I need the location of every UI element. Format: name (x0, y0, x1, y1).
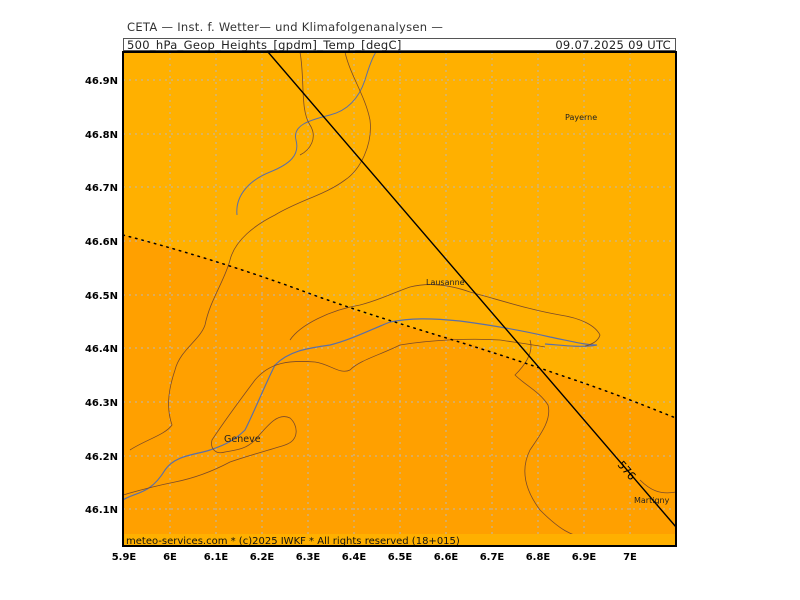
lon-tick: 6.7E (480, 552, 505, 563)
border-north (299, 52, 314, 156)
city-martigny: Martigny (634, 496, 670, 505)
lat-axis: 46.9N 46.8N 46.7N 46.6N 46.5N 46.4N 46.3… (85, 76, 118, 516)
lon-tick: 6.5E (388, 552, 413, 563)
isotherm-line (123, 234, 676, 419)
contour-line-576 (267, 52, 676, 528)
copyright-text: meteo-services.com * (c)2025 IWKF * All … (126, 536, 460, 547)
graticule (123, 52, 676, 546)
lat-tick: 46.1N (85, 505, 118, 516)
lon-tick: 6.2E (250, 552, 275, 563)
river-north (236, 52, 377, 216)
lon-tick: 6.8E (526, 552, 551, 563)
cool-region (123, 235, 676, 546)
lon-tick: 5.9E (112, 552, 137, 563)
lake-shore-south (123, 338, 546, 496)
lon-tick: 7E (623, 552, 637, 563)
lat-tick: 46.9N (85, 76, 118, 87)
lon-axis: 5.9E 6E 6.1E 6.2E 6.3E 6.4E 6.5E 6.6E 6.… (112, 552, 637, 563)
cities: Payerne Lausanne Geneve Martigny (224, 113, 670, 505)
copyright-bar (123, 534, 676, 546)
lon-tick: 6E (163, 552, 177, 563)
border-vaud (289, 284, 601, 347)
lon-tick: 6.3E (296, 552, 321, 563)
lat-tick: 46.8N (85, 130, 118, 141)
lon-tick: 6.6E (434, 552, 459, 563)
lat-tick: 46.4N (85, 344, 118, 355)
lon-tick: 6.9E (572, 552, 597, 563)
lat-tick: 46.6N (85, 237, 118, 248)
city-geneve: Geneve (224, 434, 261, 445)
valid-time: 09.07.2025 09 UTC (555, 38, 671, 52)
border-west (129, 52, 371, 451)
lat-tick: 46.2N (85, 452, 118, 463)
map-frame (122, 51, 677, 547)
lake-shore-north (123, 318, 598, 501)
geography (123, 52, 676, 546)
product-title: 500_hPa_Geop_Heights_[gpdm]_Temp_[degC] (127, 38, 402, 52)
geopotential-contour (267, 52, 676, 528)
lat-tick: 46.5N (85, 291, 118, 302)
isotherm (123, 234, 676, 419)
institute-header: CETA — Inst. f. Wetter— und Klimafolgena… (127, 20, 444, 34)
lon-tick: 6.4E (342, 552, 367, 563)
border-east (639, 479, 676, 494)
lat-tick: 46.3N (85, 398, 118, 409)
lon-tick: 6.1E (204, 552, 229, 563)
lat-tick: 46.7N (85, 183, 118, 194)
city-payerne: Payerne (565, 113, 597, 122)
product-title-bar: 500_hPa_Geop_Heights_[gpdm]_Temp_[degC] … (123, 38, 676, 52)
city-lausanne: Lausanne (426, 278, 465, 287)
